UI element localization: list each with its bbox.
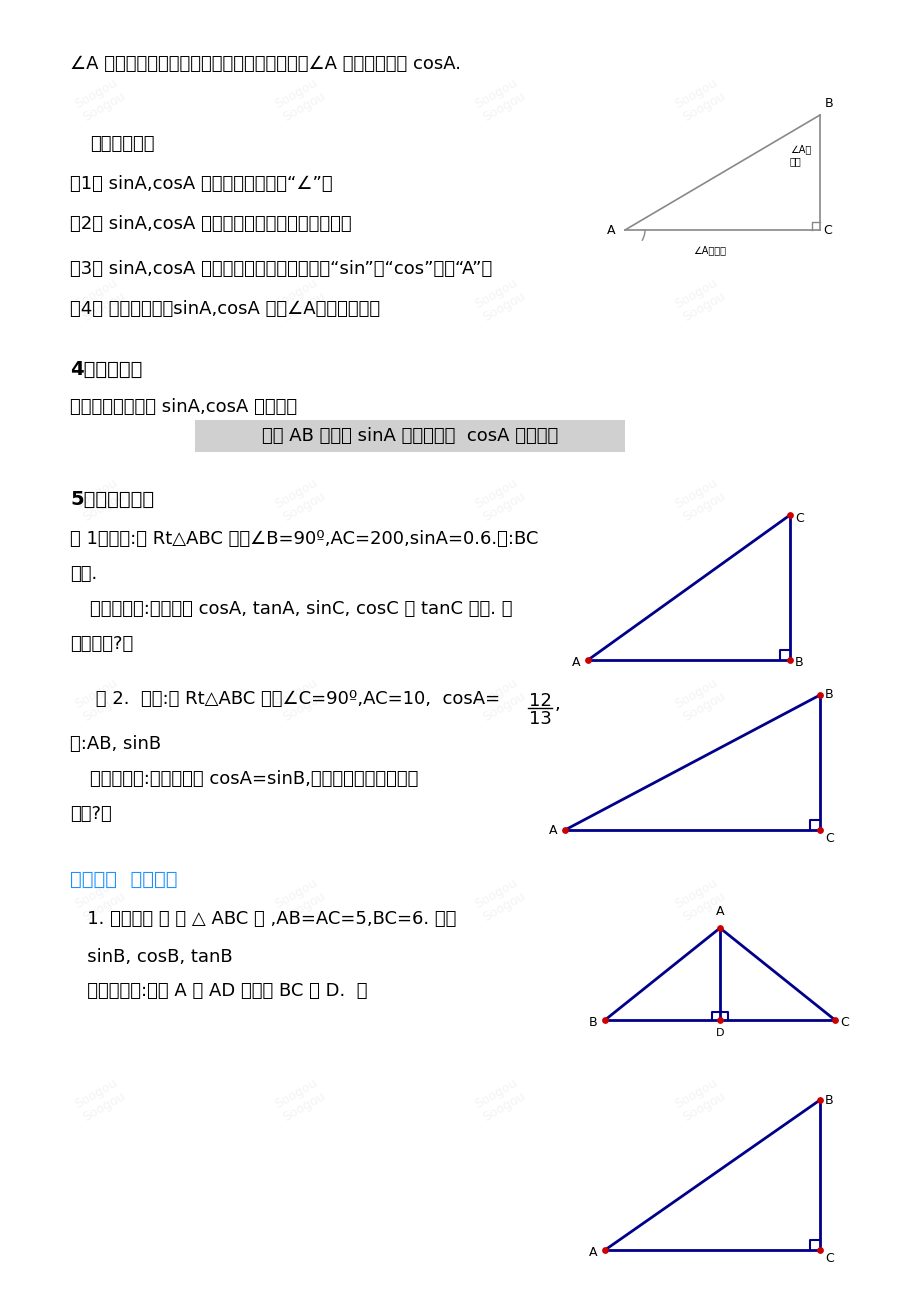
Text: 13: 13 (528, 710, 550, 728)
Text: Soogou
Soogou: Soogou Soogou (73, 77, 127, 124)
Text: Soogou
Soogou: Soogou Soogou (73, 1077, 127, 1124)
Text: A: A (571, 656, 579, 669)
Text: 敌应战吗?）: 敌应战吗?） (70, 635, 133, 654)
Point (557, 819, 572, 840)
Text: Soogou
Soogou: Soogou Soogou (472, 77, 527, 124)
Text: Soogou
Soogou: Soogou Soogou (73, 276, 127, 324)
Text: 注意的问题：: 注意的问题： (90, 135, 154, 154)
Point (580, 650, 595, 671)
Text: 例 1：如图:在 Rt△ABC 中，∠B=90º,AC=200,sinA=0.6.求:BC: 例 1：如图:在 Rt△ABC 中，∠B=90º,AC=200,sinA=0.6… (70, 530, 538, 548)
Text: 梯子的倒斜程度与 sinA,cosA 的关系：: 梯子的倒斜程度与 sinA,cosA 的关系： (70, 398, 297, 417)
Text: 第三环节  随堂练习: 第三环节 随堂练习 (70, 870, 177, 889)
Point (811, 1090, 826, 1111)
Text: D: D (715, 1029, 723, 1038)
Text: ∠A的
对边: ∠A的 对边 (789, 145, 811, 165)
Text: Soogou
Soogou: Soogou Soogou (73, 676, 127, 724)
Text: 12: 12 (528, 691, 550, 710)
Point (811, 819, 826, 840)
Text: Soogou
Soogou: Soogou Soogou (472, 1077, 527, 1124)
Text: Soogou
Soogou: Soogou Soogou (73, 477, 127, 523)
Text: C: C (794, 512, 803, 525)
Text: B: B (824, 689, 833, 702)
Text: （3） sinA,cosA 是一个完整的符号，不表示“sin”，“cos”乘以“A”。: （3） sinA,cosA 是一个完整的符号，不表示“sin”，“cos”乘以“… (70, 260, 492, 279)
Text: （老师期望:请你求出 cosA, tanA, sinC, cosC 和 tanC 的値. 你: （老师期望:请你求出 cosA, tanA, sinC, cosC 和 tanC… (90, 600, 512, 618)
Point (811, 685, 826, 706)
Text: ,: , (554, 695, 561, 713)
Point (782, 505, 797, 526)
Text: ∠A 的邻边与斜边的比也随之确定，这个比叫做∠A 的余弦。记作 cosA.: ∠A 的邻边与斜边的比也随之确定，这个比叫做∠A 的余弦。记作 cosA. (70, 55, 460, 73)
Text: 4、议一议：: 4、议一议： (70, 359, 142, 379)
Text: ∠A的邻边: ∠A的邻边 (693, 245, 726, 255)
Text: Soogou
Soogou: Soogou Soogou (672, 477, 726, 523)
Text: Soogou
Soogou: Soogou Soogou (472, 477, 527, 523)
Text: Soogou
Soogou: Soogou Soogou (272, 477, 327, 523)
Text: sinB, cosB, tanB: sinB, cosB, tanB (70, 948, 233, 966)
Text: Soogou
Soogou: Soogou Soogou (73, 876, 127, 924)
Text: Soogou
Soogou: Soogou Soogou (672, 1077, 726, 1124)
Text: C: C (824, 832, 833, 845)
Text: 1. 如图：在 等 腰 △ ABC 中 ,AB=AC=5,BC=6. 求：: 1. 如图：在 等 腰 △ ABC 中 ,AB=AC=5,BC=6. 求： (70, 910, 456, 928)
Text: 梯子 AB 越陡， sinA 的値越大，  cosA 的値越小: 梯子 AB 越陡， sinA 的値越大， cosA 的値越小 (262, 427, 558, 445)
Text: Soogou
Soogou: Soogou Soogou (272, 77, 327, 124)
Text: 例 2.  如图:在 Rt△ABC 中，∠C=90º,AC=10,  cosA=: 例 2. 如图:在 Rt△ABC 中，∠C=90º,AC=10, cosA= (90, 690, 500, 708)
Text: Soogou
Soogou: Soogou Soogou (272, 676, 327, 724)
Text: A: A (715, 905, 723, 918)
Text: B: B (588, 1017, 596, 1030)
Text: Soogou
Soogou: Soogou Soogou (672, 876, 726, 924)
Text: Soogou
Soogou: Soogou Soogou (272, 1077, 327, 1124)
Point (782, 650, 797, 671)
Text: A: A (548, 823, 556, 836)
Point (597, 1009, 612, 1030)
Text: Soogou
Soogou: Soogou Soogou (672, 276, 726, 324)
Text: A: A (588, 1246, 596, 1259)
Text: B: B (794, 656, 803, 669)
Text: B: B (824, 1094, 833, 1107)
Point (597, 1240, 612, 1260)
Text: C: C (823, 224, 831, 237)
Text: 关系?）: 关系?） (70, 805, 111, 823)
Text: Soogou
Soogou: Soogou Soogou (272, 276, 327, 324)
Point (811, 1240, 826, 1260)
Text: Soogou
Soogou: Soogou Soogou (672, 77, 726, 124)
Point (712, 918, 727, 939)
Text: Soogou
Soogou: Soogou Soogou (472, 876, 527, 924)
Bar (195, 421, 624, 452)
Point (827, 1009, 842, 1030)
Text: Soogou
Soogou: Soogou Soogou (472, 676, 527, 724)
Text: （2） sinA,cosA 没有单位，它表示一个比値。。: （2） sinA,cosA 没有单位，它表示一个比値。。 (70, 215, 351, 233)
Text: C: C (839, 1017, 848, 1030)
Text: Soogou
Soogou: Soogou Soogou (472, 276, 527, 324)
Text: （老师提示:过点 A 作 AD 垂直于 BC 于 D.  ）: （老师提示:过点 A 作 AD 垂直于 BC 于 D. ） (70, 982, 367, 1000)
Text: 5、例题分析：: 5、例题分析： (70, 490, 154, 509)
Text: B: B (824, 98, 833, 109)
Text: 求:AB, sinB: 求:AB, sinB (70, 736, 161, 753)
Text: （老师期望:注意到这里 cosA=sinB,其中有没有什么内有的: （老师期望:注意到这里 cosA=sinB,其中有没有什么内有的 (90, 769, 418, 788)
Text: Soogou
Soogou: Soogou Soogou (672, 676, 726, 724)
Text: C: C (824, 1253, 833, 1266)
Text: （4） 在初中阶段，sinA,cosA 中，∠A是一个锐角。: （4） 在初中阶段，sinA,cosA 中，∠A是一个锐角。 (70, 299, 380, 318)
Text: （1） sinA,cosA 中常省去角的符号“∠”。: （1） sinA,cosA 中常省去角的符号“∠”。 (70, 174, 333, 193)
Text: 的長.: 的長. (70, 565, 97, 583)
Point (712, 1009, 727, 1030)
Text: A: A (606, 224, 614, 237)
Text: Soogou
Soogou: Soogou Soogou (272, 876, 327, 924)
